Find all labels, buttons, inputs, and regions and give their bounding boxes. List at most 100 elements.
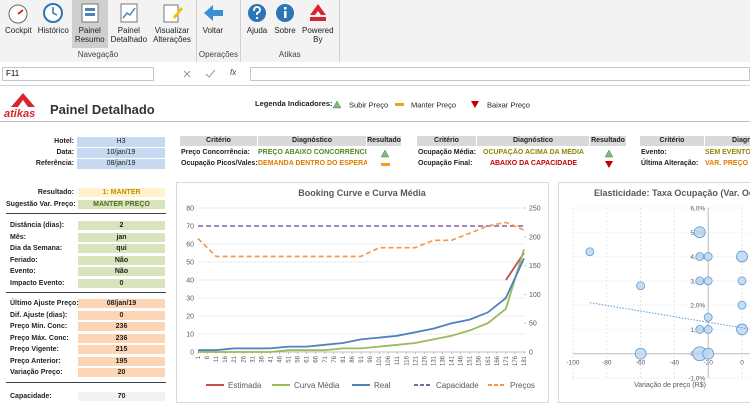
icon-up [604, 149, 613, 158]
panel-label: Preço Mín. Conc: [10, 323, 68, 330]
y2-tick-label: 200 [529, 234, 541, 241]
ribbon-button[interactable]: Powered By [299, 0, 337, 48]
x-tick-label: 76 [332, 355, 338, 362]
x-tick-label: 0 [740, 360, 744, 367]
legend-label: Subir Preço [349, 101, 388, 110]
y2-tick-label: 50 [529, 321, 537, 328]
x-tick-label: 51 [287, 355, 293, 362]
x-tick-label: 181 [522, 355, 528, 366]
diagnosis: SEM EVENTO R [705, 149, 750, 156]
y-tick-label: 50 [186, 260, 194, 267]
bubble [703, 276, 713, 286]
panel-label: Preço Vigente: [10, 346, 59, 353]
diagnosis: OCUPAÇÃO ACIMA DA MÉDIA [483, 149, 584, 156]
y2-tick-label: 250 [529, 206, 541, 213]
bubble [703, 252, 713, 261]
chart-frame [558, 182, 750, 403]
x-tick-label: 16 [223, 355, 229, 362]
x-tick-label: 146 [459, 355, 465, 366]
panel-value: 08/jan/19 [78, 299, 165, 309]
ribbon-button[interactable]: Ajuda [243, 0, 271, 48]
group-rule [6, 213, 166, 214]
x-tick-label: 46 [278, 355, 284, 362]
bubble [585, 247, 595, 257]
criterion: Ocupação Final: [418, 160, 473, 167]
table-header: Diagnóstico [705, 136, 750, 146]
x-tick-label: 61 [305, 355, 311, 362]
bubble [736, 323, 748, 336]
table-header: Critério [180, 136, 258, 146]
info-label: Hotel: [54, 138, 74, 145]
ribbon-button[interactable]: Visualizar Alterações [150, 0, 194, 48]
x-tick-label: 31 [250, 355, 256, 362]
table-header: Resultado [367, 136, 402, 146]
bubble [737, 300, 747, 310]
info-label: Referência: [35, 160, 74, 167]
bubble [703, 325, 713, 334]
panel-label: Variação Preço: [10, 369, 63, 376]
fx-icon[interactable]: fx [230, 68, 237, 77]
x-tick-label: 41 [268, 355, 274, 362]
name-box[interactable]: F11 [2, 67, 154, 81]
legend-label: Preços [510, 381, 535, 390]
y-tick-label: 40 [186, 278, 194, 285]
legend-label: Curva Média [294, 381, 340, 390]
button-label: Histórico [37, 26, 69, 35]
legend-title: Legenda Indicadores: [255, 99, 333, 108]
panel-value: MANTER PREÇO [78, 199, 165, 210]
button-label: Ajuda [246, 26, 268, 35]
panel-value: 2 [78, 221, 165, 231]
bubble [702, 347, 715, 360]
panel-value: Não [78, 267, 165, 277]
ribbon-button[interactable]: Painel Resumo [71, 0, 108, 48]
panel-label: Feriado: [10, 256, 38, 264]
panel-value: 0 [78, 310, 165, 321]
group-rule [6, 292, 166, 293]
button-icon [120, 3, 138, 23]
button-icon [8, 4, 28, 24]
button-label: Painel Detalhado [110, 26, 148, 44]
bubble [634, 347, 647, 360]
criterion: Ocupação Picos/Vales: [181, 160, 258, 167]
panel-value: 0 [78, 278, 165, 289]
formula-icons [183, 69, 216, 78]
bubble [737, 276, 747, 286]
ribbon-button[interactable]: Sobre [271, 0, 299, 48]
formula-input[interactable] [250, 67, 750, 81]
cancel-icon[interactable] [183, 70, 191, 78]
panel-value: jan [78, 232, 165, 243]
icon-down [471, 101, 479, 108]
y-tick-label: 20 [186, 314, 194, 321]
button-label: Painel Resumo [74, 26, 105, 44]
y2-tick-label: 150 [529, 263, 541, 270]
icon-down [604, 161, 613, 168]
info-value: H3 [77, 137, 165, 147]
panel-label: Mês: [10, 233, 26, 241]
result-icon [380, 149, 389, 158]
enter-icon[interactable] [205, 69, 216, 78]
ribbon-button[interactable]: Voltar [199, 0, 227, 48]
icon-up [333, 100, 342, 109]
x-tick-label: 166 [495, 355, 501, 366]
button-icon [276, 4, 294, 22]
panel-label: Último Ajuste Preço: [10, 300, 79, 307]
y2-tick-label: 0 [529, 350, 533, 357]
ribbon-button[interactable]: Histórico [35, 0, 72, 48]
x-tick-label: -100 [566, 360, 579, 367]
button-label: Voltar [202, 26, 224, 35]
ribbon-button[interactable]: Painel Detalhado [108, 0, 150, 48]
x-tick-label: 171 [504, 355, 510, 366]
button-label: Cockpit [5, 26, 32, 35]
bubble [636, 281, 645, 291]
icon-equal [380, 163, 390, 166]
x-tick-label: 21 [232, 355, 238, 362]
panel-value: 1: MANTER [78, 188, 165, 198]
panel-label: Impacto Evento: [10, 279, 65, 287]
table-header: Diagnóstico [258, 136, 367, 146]
button-icon [203, 5, 223, 21]
icon-equal [395, 103, 404, 106]
x-tick-label: 11 [214, 355, 220, 362]
panel-value: 236 [78, 322, 165, 332]
y-tick-label: 30 [186, 296, 194, 303]
ribbon-button[interactable]: Cockpit [2, 0, 35, 48]
